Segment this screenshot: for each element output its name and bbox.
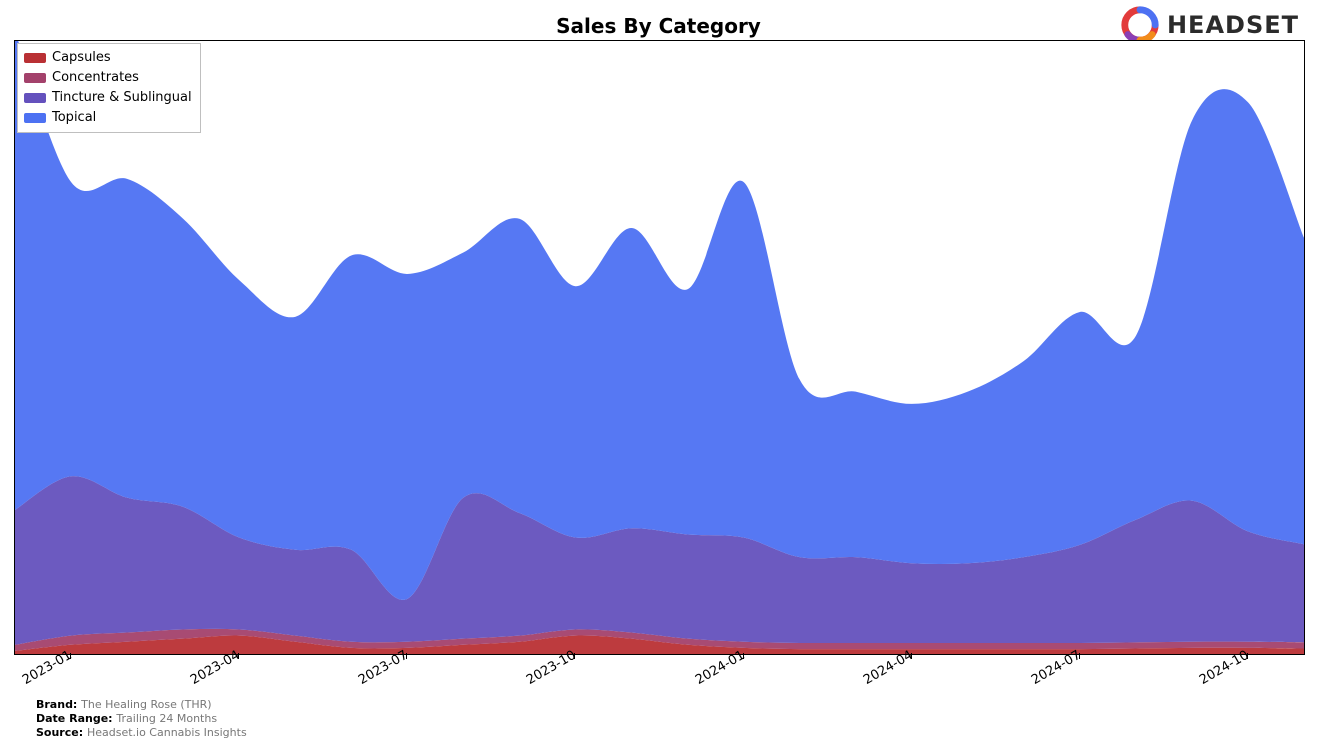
legend-swatch [24,73,46,83]
footer-label: Date Range: [36,712,116,725]
stacked-area-chart [15,41,1304,654]
footer-value: Headset.io Cannabis Insights [87,726,247,739]
footer-value: The Healing Rose (THR) [81,698,211,711]
legend-label: Tincture & Sublingual [52,88,192,108]
legend-swatch [24,93,46,103]
legend-item: Concentrates [24,68,192,88]
footer-label: Source: [36,726,87,739]
chart-legend: CapsulesConcentratesTincture & Sublingua… [17,43,201,133]
chart-title: Sales By Category [0,14,1317,38]
chart-footer: Brand: The Healing Rose (THR)Date Range:… [36,698,247,740]
legend-label: Capsules [52,48,111,68]
headset-logo-text: HEADSET [1167,11,1299,39]
legend-item: Tincture & Sublingual [24,88,192,108]
legend-swatch [24,113,46,123]
footer-value: Trailing 24 Months [116,712,217,725]
area-series-topical [15,41,1304,600]
footer-line: Brand: The Healing Rose (THR) [36,698,247,712]
legend-item: Capsules [24,48,192,68]
legend-label: Concentrates [52,68,139,88]
headset-logo: HEADSET [1121,6,1299,44]
footer-label: Brand: [36,698,81,711]
legend-item: Topical [24,108,192,128]
legend-label: Topical [52,108,96,128]
legend-swatch [24,53,46,63]
chart-plot-area [14,40,1305,655]
footer-line: Date Range: Trailing 24 Months [36,712,247,726]
headset-logo-icon [1121,6,1159,44]
footer-line: Source: Headset.io Cannabis Insights [36,726,247,740]
